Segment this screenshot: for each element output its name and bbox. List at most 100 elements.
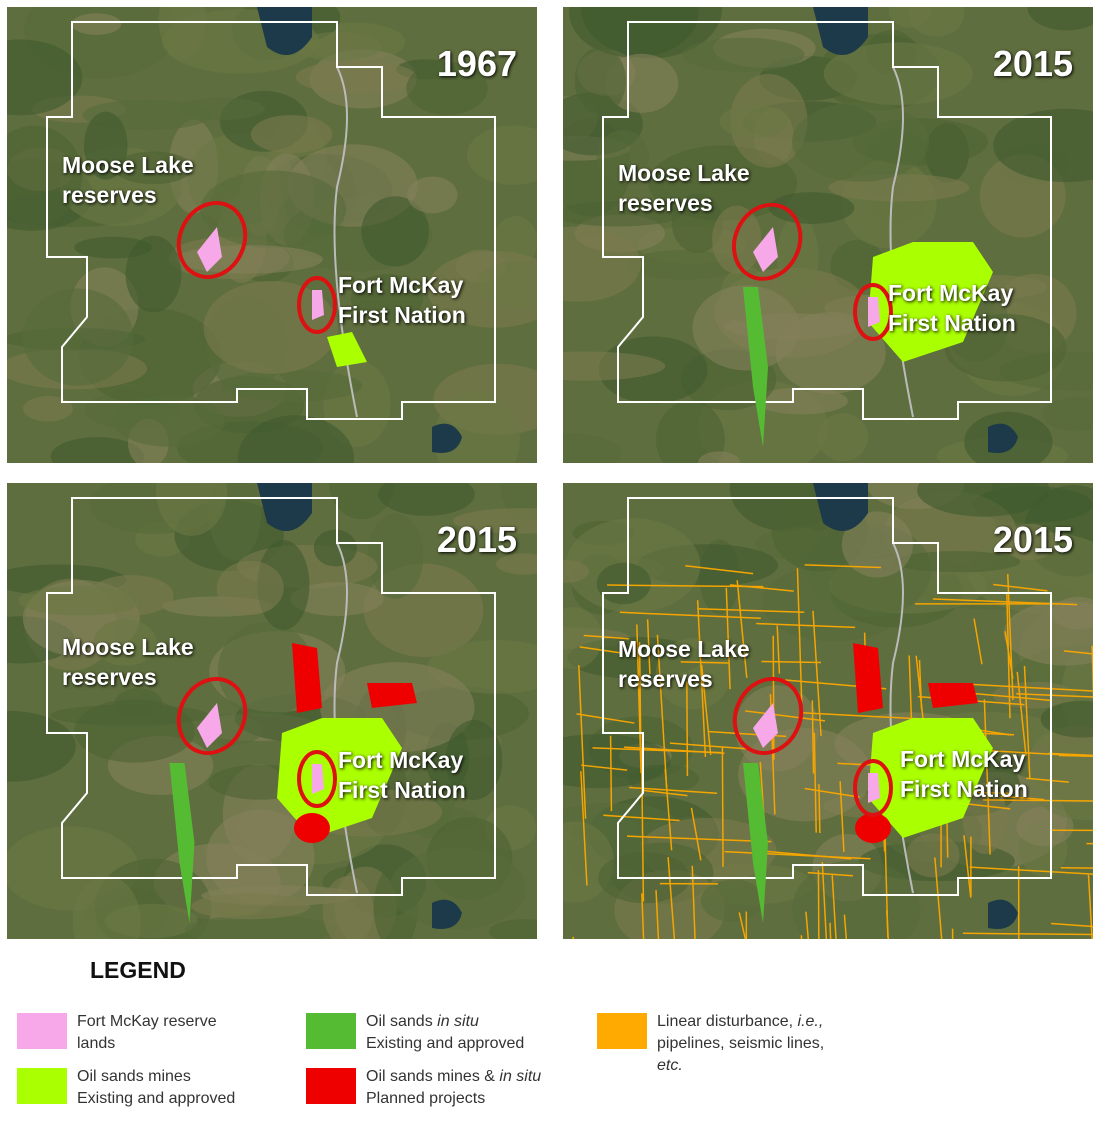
linear-disturbance — [993, 583, 1048, 592]
terrain-patch — [775, 312, 886, 394]
linear-disturbance — [1048, 752, 1093, 757]
linear-disturbance — [729, 584, 794, 592]
reserve-lands — [753, 227, 778, 272]
linear-disturbance — [736, 580, 748, 678]
linear-disturbance — [951, 928, 954, 939]
terrain-patch — [378, 483, 475, 516]
linear-disturbance — [685, 564, 754, 575]
linear-disturbance — [638, 642, 642, 759]
terrain-patch — [313, 529, 357, 567]
linear-disturbance — [1091, 645, 1093, 701]
terrain-patch — [596, 562, 652, 605]
linear-disturbance — [1063, 650, 1093, 655]
legend-line: Linear disturbance, i.e., — [657, 1011, 824, 1033]
terrain-patch — [322, 876, 374, 939]
legend-line: Oil sands mines & in situ — [366, 1066, 541, 1088]
terrain-patch — [1027, 7, 1093, 31]
linear-disturbance — [1016, 671, 1027, 757]
legend-line: Planned projects — [366, 1088, 541, 1110]
linear-disturbance — [656, 634, 668, 790]
linear-disturbance — [680, 661, 729, 664]
reserve-lands — [312, 764, 324, 794]
planned-project — [853, 643, 883, 713]
linear-disturbance — [738, 912, 747, 939]
place-label-line: reserves — [62, 182, 157, 208]
terrain-patch — [1042, 397, 1093, 432]
terrain-patch — [596, 130, 649, 184]
place-label: Fort McKay First Nation — [900, 744, 1028, 804]
legend-text-part: lands — [77, 1035, 116, 1052]
linear-disturbance — [626, 835, 772, 843]
linear-disturbance — [843, 914, 848, 939]
terrain-patch — [488, 919, 537, 939]
legend-title: LEGEND — [90, 957, 186, 983]
linear-disturbance — [721, 746, 724, 867]
terrain-patch — [768, 192, 855, 224]
terrain-patch — [407, 176, 458, 214]
place-label-line: First Nation — [338, 777, 466, 803]
legend-text-part: Existing and approved — [366, 1035, 525, 1052]
terrain-patch — [185, 914, 336, 939]
linear-disturbance — [619, 611, 761, 620]
terrain-patch — [656, 400, 725, 463]
map-panel: 2015 — [7, 483, 537, 939]
linear-disturbance — [646, 619, 651, 675]
legend-text-part: Fort McKay reserve — [77, 1013, 217, 1030]
place-label: Fort McKay First Nation — [888, 278, 1016, 338]
linear-disturbance — [818, 784, 821, 834]
legend-line: pipelines, seismic lines, — [657, 1033, 824, 1055]
place-label-line: Fort McKay — [338, 272, 464, 298]
planned-project — [294, 813, 330, 843]
terrain-patch — [817, 412, 869, 462]
legend-text-part: Existing and approved — [77, 1090, 236, 1107]
map — [7, 7, 537, 463]
terrain-patch — [158, 7, 206, 60]
legend-text-italic: etc. — [657, 1057, 683, 1074]
terrain-patch — [1040, 700, 1093, 738]
reserve-lands — [868, 773, 880, 803]
legend-swatch — [306, 1013, 356, 1049]
terrain-patch — [7, 39, 83, 116]
lake — [813, 7, 868, 55]
map-panel: 1967 — [7, 7, 537, 463]
terrain-patch — [655, 638, 732, 710]
legend-line: etc. — [657, 1055, 824, 1077]
year-label: 2015 — [992, 43, 1073, 84]
reserve-circle — [853, 759, 893, 817]
lake — [813, 483, 868, 531]
linear-disturbance — [811, 700, 815, 774]
reserve-circle — [297, 750, 337, 808]
linear-disturbance — [579, 646, 620, 654]
place-label-line: Moose Lake — [618, 160, 750, 186]
boundary — [602, 497, 1052, 896]
terrain-patch — [7, 125, 83, 225]
planned-project — [855, 813, 891, 843]
reserve-circle — [176, 677, 248, 755]
place-label-line: Fort McKay — [888, 280, 1014, 306]
place-label-line: First Nation — [888, 310, 1016, 336]
linear-disturbance — [962, 932, 1093, 936]
linear-disturbance — [745, 710, 826, 722]
linear-disturbance — [580, 771, 588, 886]
linear-disturbance — [804, 564, 881, 569]
linear-disturbance — [829, 922, 832, 939]
linear-disturbance — [776, 625, 781, 674]
legend-swatch — [597, 1013, 647, 1049]
reserve-lands — [197, 703, 222, 748]
terrain-patch — [671, 193, 723, 253]
place-label: Moose Lake reserves — [62, 632, 194, 692]
year-label: 2015 — [992, 519, 1073, 560]
place-label: Moose Lake reserves — [62, 150, 194, 210]
linear-disturbance — [813, 732, 817, 833]
linear-disturbance — [805, 911, 810, 939]
year-label: 2015 — [436, 519, 517, 560]
map — [563, 483, 1093, 939]
terrain-patch — [445, 720, 503, 801]
in-situ — [743, 763, 768, 923]
linear-disturbance — [839, 781, 845, 852]
linear-disturbance — [664, 769, 673, 851]
terrain-patch — [692, 285, 800, 371]
legend-line: Oil sands in situ — [366, 1011, 524, 1033]
reserve-lands — [312, 290, 324, 320]
map-panel: 2015 — [563, 483, 1093, 939]
